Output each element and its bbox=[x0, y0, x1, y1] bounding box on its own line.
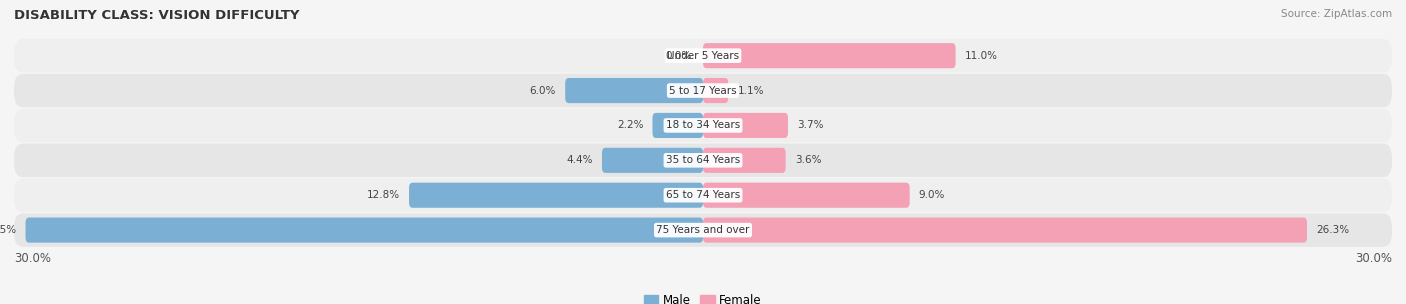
FancyBboxPatch shape bbox=[703, 113, 787, 138]
FancyBboxPatch shape bbox=[14, 109, 1392, 142]
FancyBboxPatch shape bbox=[14, 74, 1392, 107]
Text: Under 5 Years: Under 5 Years bbox=[666, 51, 740, 61]
FancyBboxPatch shape bbox=[14, 143, 1392, 177]
FancyBboxPatch shape bbox=[409, 183, 703, 208]
FancyBboxPatch shape bbox=[703, 78, 728, 103]
Text: DISABILITY CLASS: VISION DIFFICULTY: DISABILITY CLASS: VISION DIFFICULTY bbox=[14, 9, 299, 22]
Text: 2.2%: 2.2% bbox=[617, 120, 644, 130]
Text: 35 to 64 Years: 35 to 64 Years bbox=[666, 155, 740, 165]
Text: 65 to 74 Years: 65 to 74 Years bbox=[666, 190, 740, 200]
FancyBboxPatch shape bbox=[565, 78, 703, 103]
Text: 11.0%: 11.0% bbox=[965, 51, 998, 61]
Text: 4.4%: 4.4% bbox=[567, 155, 593, 165]
Text: 3.7%: 3.7% bbox=[797, 120, 824, 130]
Text: 12.8%: 12.8% bbox=[367, 190, 399, 200]
FancyBboxPatch shape bbox=[14, 213, 1392, 247]
Text: 30.0%: 30.0% bbox=[1355, 252, 1392, 265]
Text: 29.5%: 29.5% bbox=[0, 225, 17, 235]
Text: 6.0%: 6.0% bbox=[530, 85, 555, 95]
FancyBboxPatch shape bbox=[703, 148, 786, 173]
Text: 0.0%: 0.0% bbox=[665, 51, 692, 61]
Text: 18 to 34 Years: 18 to 34 Years bbox=[666, 120, 740, 130]
FancyBboxPatch shape bbox=[14, 39, 1392, 72]
FancyBboxPatch shape bbox=[602, 148, 703, 173]
Text: 75 Years and over: 75 Years and over bbox=[657, 225, 749, 235]
FancyBboxPatch shape bbox=[703, 183, 910, 208]
FancyBboxPatch shape bbox=[703, 43, 956, 68]
Text: 9.0%: 9.0% bbox=[920, 190, 945, 200]
Text: Source: ZipAtlas.com: Source: ZipAtlas.com bbox=[1281, 9, 1392, 19]
FancyBboxPatch shape bbox=[703, 218, 1308, 243]
Legend: Male, Female: Male, Female bbox=[640, 289, 766, 304]
Text: 3.6%: 3.6% bbox=[794, 155, 821, 165]
Text: 5 to 17 Years: 5 to 17 Years bbox=[669, 85, 737, 95]
FancyBboxPatch shape bbox=[652, 113, 703, 138]
FancyBboxPatch shape bbox=[14, 178, 1392, 212]
Text: 1.1%: 1.1% bbox=[738, 85, 763, 95]
Text: 30.0%: 30.0% bbox=[14, 252, 51, 265]
Text: 26.3%: 26.3% bbox=[1316, 225, 1350, 235]
FancyBboxPatch shape bbox=[25, 218, 703, 243]
